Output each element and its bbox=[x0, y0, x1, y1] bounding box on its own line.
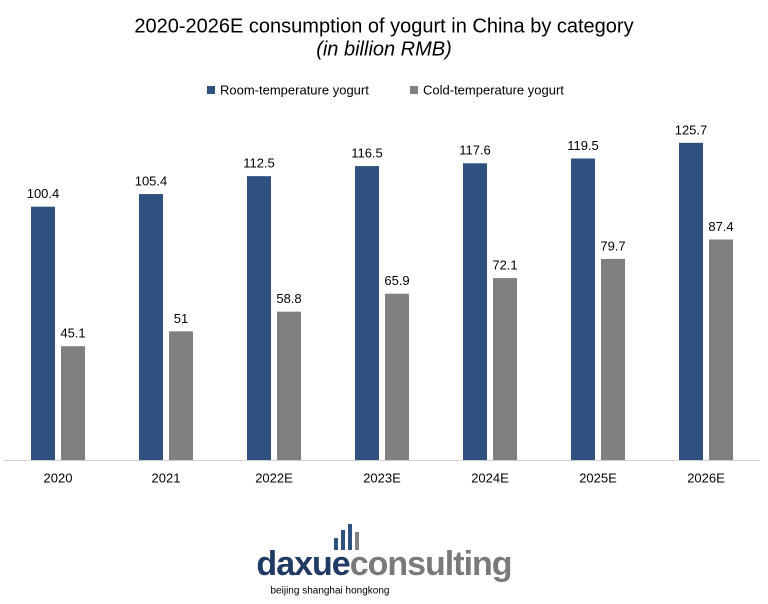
data-label: 116.5 bbox=[351, 145, 383, 160]
bar bbox=[247, 176, 271, 460]
data-label: 79.7 bbox=[600, 238, 625, 253]
data-label: 72.1 bbox=[492, 258, 517, 273]
bar bbox=[493, 278, 517, 460]
data-label: 105.4 bbox=[135, 174, 168, 189]
legend-swatch bbox=[207, 86, 215, 94]
chart-title: 2020-2026E consumption of yogurt in Chin… bbox=[134, 15, 633, 37]
logo-tagline: beijing shanghai hongkong bbox=[271, 586, 390, 597]
legend-label: Cold-temperature yogurt bbox=[423, 82, 564, 97]
data-label: 65.9 bbox=[384, 273, 409, 288]
data-label: 117.6 bbox=[459, 143, 491, 158]
x-tick-label: 2021 bbox=[152, 470, 181, 485]
bar bbox=[601, 258, 625, 460]
bar bbox=[679, 142, 703, 460]
data-label: 100.4 bbox=[27, 186, 60, 201]
legend-swatch bbox=[410, 86, 418, 94]
bar bbox=[61, 346, 85, 460]
data-label: 112.5 bbox=[243, 156, 275, 171]
x-tick-label: 2025E bbox=[579, 470, 617, 485]
bar bbox=[385, 293, 409, 460]
x-tick-label: 2020 bbox=[44, 470, 73, 485]
bar bbox=[709, 239, 733, 460]
bar bbox=[277, 311, 301, 460]
chart-subtitle: (in billion RMB) bbox=[316, 38, 452, 60]
logo-icon bbox=[334, 524, 359, 550]
x-tick-label: 2023E bbox=[363, 470, 401, 485]
logo-name: daxueconsulting bbox=[256, 545, 511, 583]
x-tick-label: 2024E bbox=[471, 470, 509, 485]
data-label: 45.1 bbox=[60, 326, 85, 341]
data-label: 87.4 bbox=[708, 219, 733, 234]
bar bbox=[31, 206, 55, 460]
logo-name-first: daxue bbox=[256, 545, 349, 583]
bar bbox=[463, 163, 487, 461]
legend-label: Room-temperature yogurt bbox=[220, 82, 369, 97]
data-label: 125.7 bbox=[675, 122, 708, 137]
x-tick-label: 2022E bbox=[255, 470, 293, 485]
bar bbox=[139, 194, 163, 460]
bar bbox=[571, 158, 595, 460]
data-label: 58.8 bbox=[276, 291, 301, 306]
logo-name-second: consulting bbox=[350, 545, 512, 583]
bar bbox=[355, 166, 379, 461]
data-label: 51 bbox=[174, 311, 188, 326]
data-label: 119.5 bbox=[567, 138, 599, 153]
x-tick-label: 2026E bbox=[687, 470, 725, 485]
bar bbox=[169, 331, 193, 460]
